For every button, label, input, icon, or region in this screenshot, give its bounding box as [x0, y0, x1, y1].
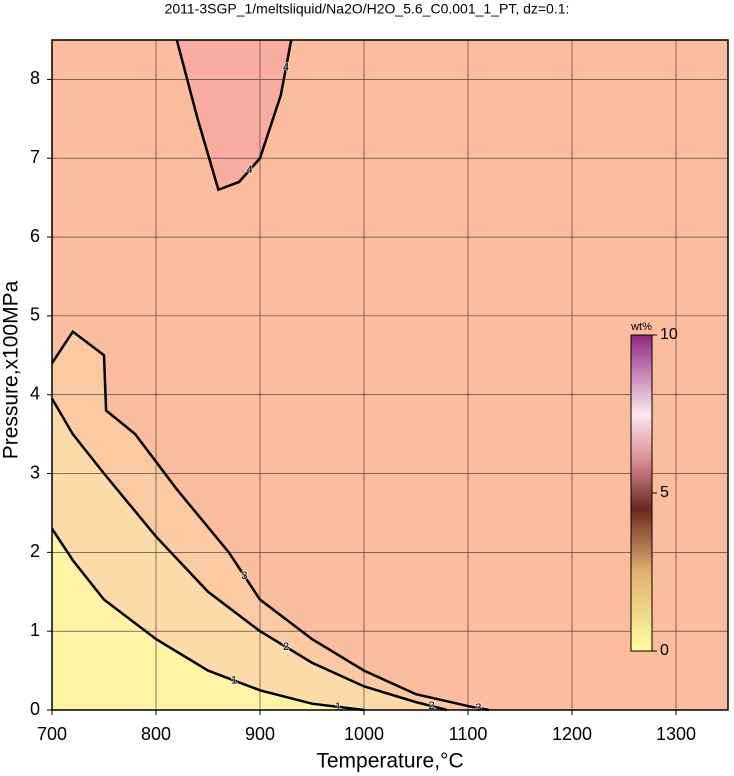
chart-title: 2011-3SGP_1/meltsliquid/Na2O/H2O_5.6_C0.…	[165, 1, 570, 17]
x-axis-label: Temperature,°C	[316, 750, 463, 773]
x-tick-label: 700	[37, 724, 67, 744]
contour-label: 3	[241, 570, 247, 582]
colorbar-tick-label: 10	[660, 326, 678, 343]
y-tick-label: 8	[30, 68, 40, 88]
colorbar-tick-label: 0	[660, 642, 669, 659]
x-tick-label: 900	[245, 724, 275, 744]
colorbar-tick-label: 5	[660, 484, 669, 501]
colorbar-label: wt%	[630, 321, 652, 333]
contour-fill	[52, 398, 448, 710]
contour-label: 2	[283, 641, 289, 653]
contour-line	[50, 329, 490, 712]
y-tick-label: 4	[30, 383, 40, 403]
y-tick-label: 0	[30, 699, 40, 719]
contour-fill	[52, 528, 364, 710]
contour-fill	[176, 40, 292, 190]
x-tick-label: 1200	[552, 724, 592, 744]
y-tick-label: 2	[30, 541, 40, 561]
contour-line	[175, 39, 293, 192]
y-axis-label: Pressure,x100MPa	[0, 280, 23, 459]
plot-frame	[51, 39, 729, 711]
x-tick-label: 800	[141, 724, 171, 744]
x-tick-label: 1100	[449, 724, 488, 744]
y-tick-label: 7	[30, 147, 40, 167]
x-tick-label: 1000	[344, 724, 384, 744]
y-tick-label: 3	[30, 462, 40, 482]
contour-label: 4	[283, 61, 289, 73]
contour-label: 2	[429, 700, 435, 712]
contour-label: 4	[247, 164, 253, 176]
y-tick-label: 5	[30, 305, 40, 325]
y-tick-label: 1	[30, 620, 40, 640]
contour-label: 3	[475, 702, 481, 714]
contour-label: 1	[231, 674, 237, 686]
y-tick-label: 6	[30, 226, 40, 246]
contour-line	[50, 398, 448, 712]
colorbar	[630, 334, 653, 652]
contour-label: 1	[335, 701, 341, 713]
x-tick-label: 1300	[656, 724, 696, 744]
contour-line	[50, 528, 365, 712]
